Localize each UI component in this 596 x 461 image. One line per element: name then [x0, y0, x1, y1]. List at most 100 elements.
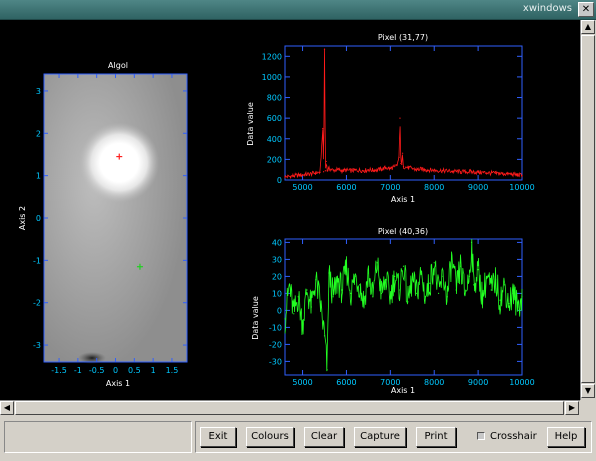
spectrum1-plot: 5000 6000 7000 8000 9000 10000 0 200 400 600 800 10…: [262, 45, 535, 192]
vertical-scrollbar[interactable]: ▲ ▼: [580, 20, 596, 400]
y-tick-label: 600: [267, 114, 282, 123]
data-point: [402, 265, 405, 267]
data-point: [508, 303, 510, 305]
data-point: [354, 169, 356, 171]
data-point: [297, 296, 299, 298]
y-tick-label: 400: [267, 135, 282, 144]
scroll-corner: [580, 400, 596, 416]
spectrum1-title: Pixel (31,77): [378, 33, 428, 42]
close-button[interactable]: ✕: [578, 2, 594, 17]
data-point: [284, 318, 286, 320]
data-point: [512, 292, 514, 294]
data-point: [470, 241, 473, 243]
spectrum2-frame: [284, 238, 523, 376]
data-point: [407, 301, 409, 303]
y-tick-label: 1200: [262, 52, 282, 61]
spectrum1-x-label: Axis 1: [391, 195, 415, 204]
image-y-tick-label: -1: [33, 256, 41, 265]
x-tick-label: 5000: [292, 183, 312, 192]
green-crosshair-marker: [136, 263, 143, 270]
data-point: [451, 258, 453, 260]
data-point: [517, 306, 519, 308]
data-point: [372, 169, 374, 171]
x-tick-label: 6000: [336, 378, 356, 387]
data-point: [385, 279, 387, 281]
data-point: [468, 275, 470, 277]
data-point: [350, 170, 352, 172]
x-tick-label: 10000: [509, 183, 534, 192]
scroll-left-arrow[interactable]: ◀: [0, 401, 14, 415]
vertical-scroll-thumb[interactable]: [581, 35, 595, 383]
data-point: [293, 313, 295, 315]
data-point: [451, 170, 453, 172]
data-point: [420, 272, 422, 274]
data-point: [394, 275, 396, 277]
data-point: [424, 169, 427, 171]
help-button[interactable]: Help: [547, 427, 585, 447]
scroll-up-arrow[interactable]: ▲: [581, 20, 595, 34]
data-point: [301, 174, 304, 176]
data-point: [468, 171, 470, 173]
crosshair-checkbox[interactable]: [477, 432, 485, 440]
image-x-tick-label: -1: [74, 366, 82, 375]
capture-button[interactable]: Capture: [354, 427, 406, 447]
y-tick-label: 200: [267, 155, 282, 164]
scroll-down-arrow[interactable]: ▼: [581, 384, 595, 398]
data-point: [438, 292, 440, 294]
data-point: [328, 168, 330, 170]
data-point: [350, 292, 352, 294]
y-tick-label: 40: [272, 238, 282, 247]
scroll-right-arrow[interactable]: ▶: [565, 401, 579, 415]
data-point: [315, 172, 317, 174]
image-y-tick-label: 1: [36, 172, 41, 181]
x-tick-label: 9000: [468, 378, 488, 387]
image-y-label: Axis 2: [18, 206, 27, 230]
image-dark-spot: [78, 352, 106, 364]
crosshair-toggle[interactable]: Crosshair: [477, 430, 537, 446]
data-point: [442, 275, 444, 277]
data-point: [490, 289, 492, 291]
colours-button[interactable]: Colours: [246, 427, 294, 447]
data-point: [288, 284, 290, 286]
image-x-tick-label: -1.5: [51, 366, 67, 375]
data-point: [319, 301, 321, 303]
data-point: [328, 272, 330, 274]
title-bar: xwindows ✕: [0, 0, 596, 20]
x-tick-label: 7000: [380, 378, 400, 387]
spectrum2-plot: 5000 6000 7000 8000 9000 10000 40 30 20 10 0 -10 -20…: [269, 238, 535, 387]
spectrum1-frame: [284, 45, 523, 181]
clear-button[interactable]: Clear: [304, 427, 344, 447]
horizontal-scroll-thumb[interactable]: [15, 401, 564, 415]
data-point: [323, 171, 325, 173]
exit-button[interactable]: Exit: [200, 427, 236, 447]
data-point: [433, 262, 435, 264]
button-bar: Exit Colours Clear Capture Print Crossha…: [0, 416, 596, 461]
print-button[interactable]: Print: [416, 427, 456, 447]
spectrum1-trace: [284, 48, 523, 179]
window-title: xwindows: [522, 3, 572, 14]
spectrum2-y-label: Data value: [251, 296, 260, 340]
star-blob: [79, 122, 160, 203]
horizontal-scrollbar[interactable]: ◀ ▶: [0, 400, 580, 416]
data-point: [433, 169, 435, 171]
data-point: [389, 168, 391, 170]
status-panel: [4, 421, 192, 453]
data-point: [424, 296, 427, 298]
data-point: [301, 323, 304, 325]
data-point: [359, 169, 361, 171]
image-y-tick-label: 2: [36, 129, 41, 138]
data-point: [389, 296, 391, 298]
y-tick-label: 30: [272, 255, 282, 264]
data-point: [325, 160, 327, 163]
data-point: [486, 275, 488, 277]
spectrum2-x-label: Axis 1: [391, 386, 415, 395]
data-point: [521, 174, 523, 176]
data-point: [341, 289, 343, 291]
image-y-tick-label: -2: [33, 299, 41, 308]
data-point: [354, 275, 356, 277]
y-tick-label: 0: [277, 306, 282, 315]
data-point: [363, 301, 365, 303]
y-tick-label: -10: [269, 323, 282, 332]
data-point: [394, 166, 396, 168]
